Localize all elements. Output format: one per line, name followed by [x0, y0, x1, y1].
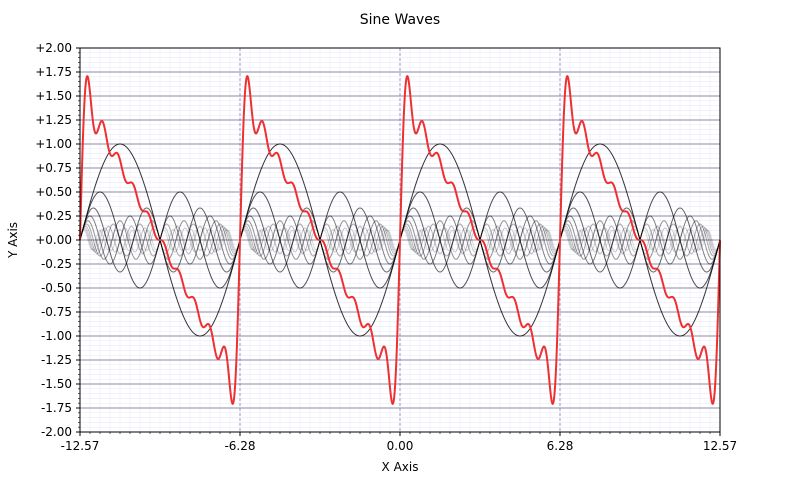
y-tick-label: +0.00: [35, 233, 72, 247]
y-tick-label: +0.75: [35, 161, 72, 175]
x-tick-label: 6.28: [547, 439, 574, 453]
y-tick-label: +0.25: [35, 209, 72, 223]
y-tick-label: -1.00: [41, 329, 72, 343]
x-tick-label: 0.00: [387, 439, 414, 453]
y-axis-ticks: +2.00 +1.75 +1.50 +1.25 +1.00 +0.75 +0.50 +0.25…: [35, 41, 80, 439]
y-axis-label: Y Axis: [6, 222, 20, 259]
y-tick-label: +1.00: [35, 137, 72, 151]
series-sum-line: [79, 74, 721, 406]
y-tick-label: +1.25: [35, 113, 72, 127]
x-tick-label: -12.57: [61, 439, 100, 453]
chart-title: Sine Waves: [360, 12, 440, 28]
y-tick-label: +2.00: [35, 41, 72, 55]
y-tick-label: -0.50: [41, 281, 72, 295]
x-tick-label: -6.28: [224, 439, 255, 453]
y-tick-label: +1.75: [35, 65, 72, 79]
x-tick-label: 12.57: [703, 439, 737, 453]
x-axis-label: X Axis: [382, 460, 419, 474]
y-tick-label: +1.50: [35, 89, 72, 103]
y-tick-label: -1.75: [41, 401, 72, 415]
y-tick-label: -0.25: [41, 257, 72, 271]
y-tick-label: -1.50: [41, 377, 72, 391]
y-tick-label: -0.75: [41, 305, 72, 319]
series-group: [79, 74, 721, 406]
y-tick-label: +0.50: [35, 185, 72, 199]
y-tick-label: -1.25: [41, 353, 72, 367]
y-tick-label: -2.00: [41, 425, 72, 439]
x-axis-ticks: -12.57 -6.28 0.00 6.28 12.57: [61, 432, 737, 453]
